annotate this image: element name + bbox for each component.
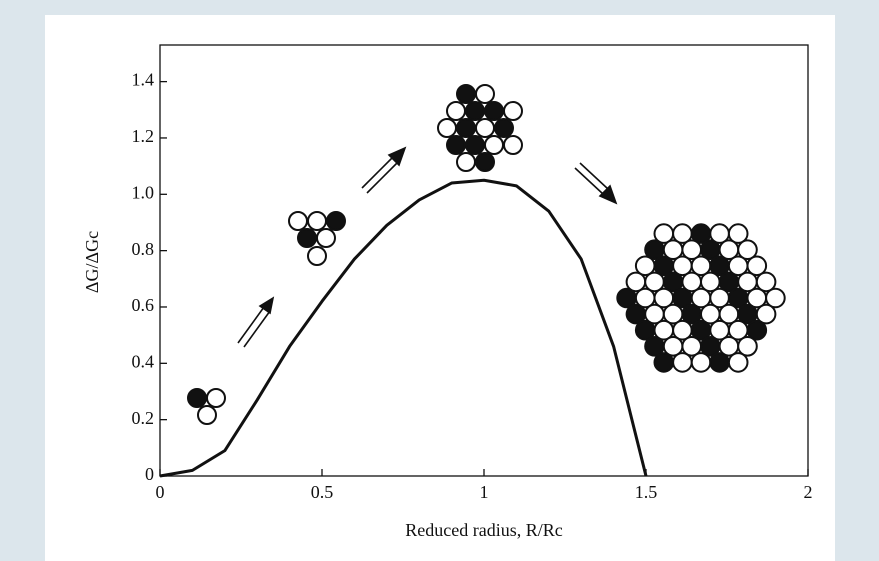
atom [746, 319, 768, 341]
y-tick-label: 1.2 [132, 126, 155, 146]
y-axis-label: ΔG/ΔGc [82, 231, 102, 293]
atom [709, 352, 730, 373]
atom [475, 118, 495, 138]
atom [297, 228, 317, 248]
x-tick-label: 1.5 [635, 482, 658, 502]
x-tick-label: 0.5 [311, 482, 334, 502]
atom [307, 211, 327, 231]
atom [446, 135, 466, 155]
atom [197, 405, 217, 425]
cluster-illustrations [187, 84, 786, 425]
y-tick-label: 0.8 [132, 239, 155, 259]
x-axis-label: Reduced radius, R/Rc [405, 520, 562, 540]
atom [737, 336, 758, 357]
y-tick-label: 0.6 [132, 295, 155, 315]
atom [727, 352, 749, 373]
atom [672, 352, 693, 373]
y-tick-label: 0.4 [132, 351, 155, 371]
atom [746, 255, 768, 277]
atom [737, 239, 758, 260]
curve [159, 178, 648, 478]
atom [690, 352, 712, 373]
atom [206, 388, 226, 408]
atom [456, 84, 476, 104]
atom [475, 84, 495, 104]
y-tick-label: 0 [145, 464, 154, 484]
atom [503, 135, 523, 155]
atom [755, 303, 777, 325]
atom [456, 152, 476, 172]
y-tick-label: 0.2 [132, 408, 155, 428]
atom [465, 135, 485, 155]
atom [307, 246, 327, 266]
atom [456, 118, 476, 138]
atom [187, 388, 207, 408]
atom [465, 101, 485, 121]
y-tick-label: 1.4 [132, 70, 155, 90]
atom [755, 271, 777, 293]
arrows [237, 146, 618, 348]
atom [503, 101, 523, 121]
atom [653, 352, 675, 373]
atom [727, 223, 749, 244]
atom [446, 101, 466, 121]
atom [484, 135, 504, 155]
atom [316, 228, 336, 248]
atom [765, 287, 786, 309]
atom [475, 152, 495, 172]
atom [326, 211, 346, 231]
atom [288, 211, 308, 231]
atom [484, 101, 504, 121]
atom [494, 118, 514, 138]
x-tick-label: 1 [480, 482, 489, 502]
atom [437, 118, 457, 138]
x-tick-label: 2 [804, 482, 813, 502]
x-tick-label: 0 [156, 482, 165, 502]
y-tick-label: 1.0 [132, 182, 155, 202]
